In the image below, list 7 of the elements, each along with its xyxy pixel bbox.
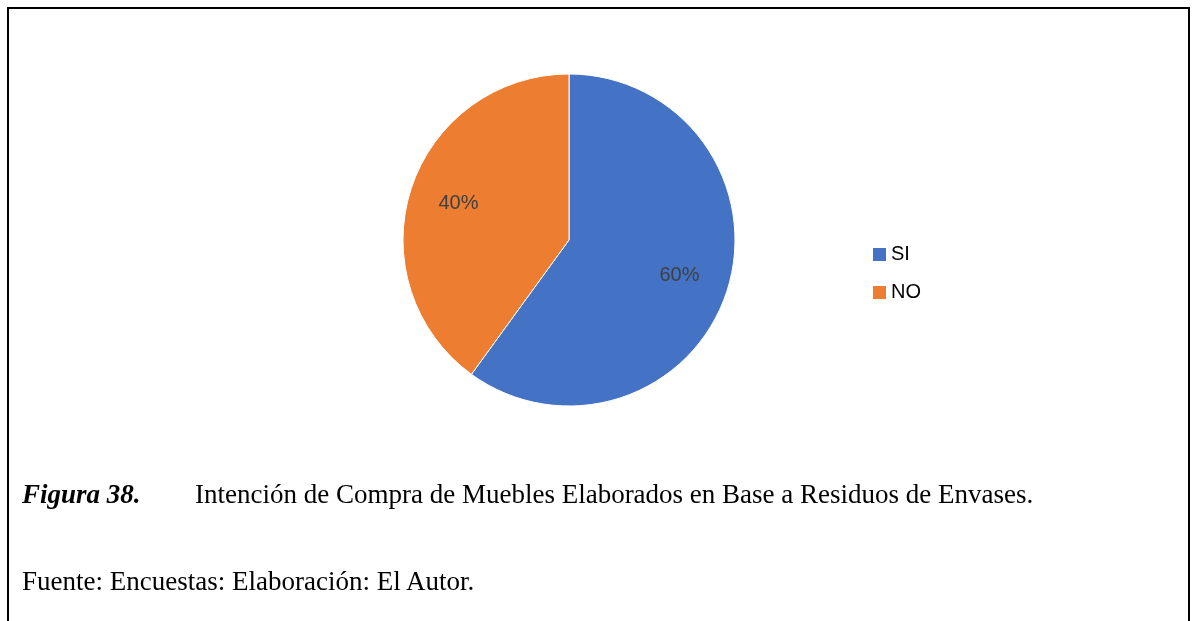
legend-label: SI: [891, 242, 910, 265]
text: Figura 38.: [21, 479, 141, 509]
data-label: 40%: [438, 191, 479, 214]
legend-label: NO: [891, 280, 921, 303]
data-label: 60%: [659, 263, 700, 286]
text: Intención de Compra de Muebles Elaborados en Base a Residuos de Envases.: [195, 479, 1034, 509]
source-note: Fuente: Encuestas: Elaboración: El Autor.: [22, 566, 475, 596]
